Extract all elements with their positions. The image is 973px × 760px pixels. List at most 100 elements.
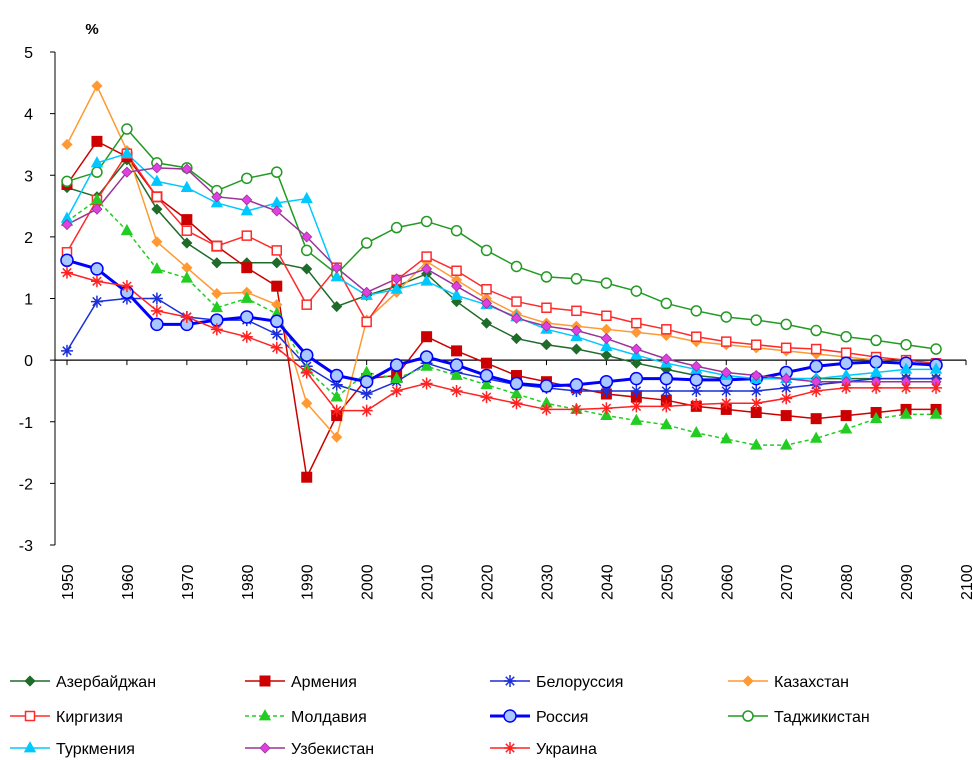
- marker: [420, 377, 433, 390]
- marker: [509, 376, 524, 391]
- legend-label: Киргизия: [56, 709, 123, 726]
- x-tick-label: 2100: [959, 564, 973, 600]
- marker: [451, 345, 463, 357]
- marker: [810, 343, 822, 355]
- marker: [510, 397, 523, 410]
- marker: [570, 343, 582, 355]
- marker: [360, 404, 373, 417]
- marker: [419, 350, 434, 364]
- marker: [151, 236, 163, 248]
- marker: [510, 312, 523, 324]
- marker: [479, 368, 494, 383]
- marker: [300, 191, 313, 204]
- marker: [61, 175, 73, 188]
- marker: [929, 362, 943, 374]
- marker: [240, 330, 253, 343]
- series-line: [66, 140, 937, 480]
- marker: [299, 348, 314, 362]
- marker: [300, 366, 313, 379]
- marker: [780, 381, 793, 394]
- marker: [750, 397, 763, 410]
- x-tick-label: 2030: [539, 564, 556, 600]
- marker: [691, 331, 702, 342]
- marker: [540, 339, 553, 351]
- marker: [570, 273, 583, 285]
- marker: [91, 166, 103, 178]
- marker: [270, 328, 283, 341]
- marker: [180, 180, 194, 192]
- marker: [480, 391, 493, 404]
- marker: [61, 218, 73, 231]
- marker: [91, 80, 103, 92]
- x-tick-label: 2040: [599, 564, 616, 600]
- marker: [390, 282, 403, 294]
- marker: [420, 274, 433, 286]
- x-tick-label: 1950: [60, 564, 77, 600]
- marker: [630, 357, 642, 369]
- marker: [24, 710, 36, 722]
- marker: [840, 330, 852, 343]
- marker: [359, 374, 374, 389]
- marker: [211, 240, 223, 252]
- marker: [599, 374, 614, 389]
- marker: [870, 381, 883, 394]
- marker: [839, 422, 853, 434]
- marker: [504, 675, 516, 687]
- marker: [899, 362, 913, 374]
- marker: [541, 302, 552, 313]
- marker: [91, 203, 103, 215]
- marker: [839, 356, 853, 370]
- marker: [750, 369, 762, 382]
- marker: [540, 320, 553, 332]
- marker: [600, 402, 613, 415]
- marker: [810, 324, 822, 337]
- marker: [271, 166, 283, 178]
- marker: [331, 262, 343, 274]
- marker: [780, 410, 792, 422]
- marker: [120, 280, 133, 293]
- marker: [571, 305, 582, 317]
- marker: [420, 215, 433, 228]
- marker: [23, 741, 37, 753]
- marker: [510, 332, 523, 345]
- marker: [301, 299, 312, 310]
- marker: [450, 288, 463, 300]
- marker: [480, 377, 493, 390]
- marker: [240, 204, 253, 216]
- marker: [780, 438, 793, 450]
- marker: [450, 384, 463, 397]
- marker: [60, 253, 74, 268]
- marker: [181, 225, 193, 236]
- marker: [150, 292, 163, 305]
- y-tick-label: 3: [24, 168, 33, 185]
- legend-label: Россия: [536, 709, 588, 726]
- marker: [181, 214, 193, 226]
- x-tick-label: 1970: [180, 564, 197, 600]
- marker: [121, 166, 133, 178]
- marker: [539, 379, 554, 393]
- legend-label: Азербайджан: [56, 674, 156, 691]
- marker: [150, 262, 164, 274]
- marker: [750, 314, 762, 326]
- marker: [270, 341, 283, 354]
- marker: [690, 384, 703, 397]
- marker: [689, 373, 704, 387]
- marker: [720, 432, 733, 444]
- marker: [24, 675, 36, 687]
- marker: [241, 230, 253, 241]
- legend-label: Казахстан: [774, 674, 849, 691]
- marker: [570, 324, 582, 337]
- legend-label: Туркмения: [56, 741, 135, 758]
- marker: [60, 266, 73, 279]
- marker: [720, 397, 733, 410]
- x-tick-label: 2060: [719, 564, 736, 600]
- marker: [361, 286, 373, 298]
- marker: [809, 359, 823, 374]
- marker: [240, 310, 254, 324]
- marker: [241, 194, 253, 206]
- marker: [450, 224, 463, 237]
- marker: [720, 366, 732, 379]
- marker: [390, 221, 403, 234]
- marker: [840, 381, 853, 394]
